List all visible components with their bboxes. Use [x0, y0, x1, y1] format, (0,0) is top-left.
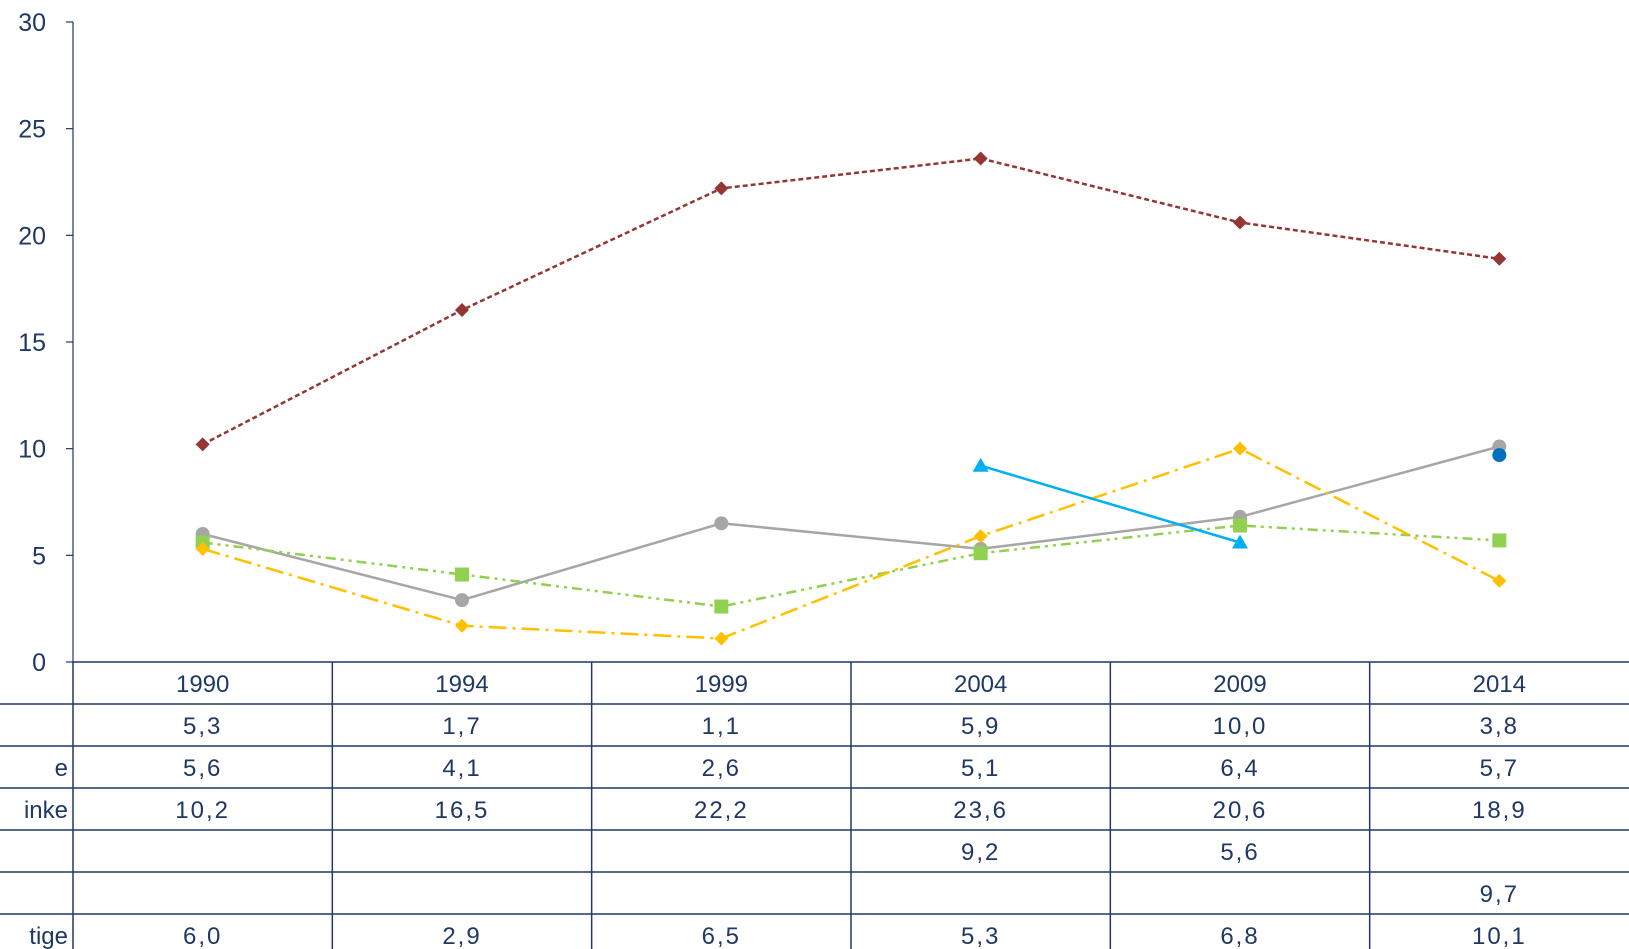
x-category-label: 1999 [695, 671, 748, 698]
y-tick-label: 15 [18, 329, 46, 357]
data-point-marker [714, 631, 729, 646]
y-tick-label: 10 [18, 436, 46, 464]
y-tick-label: 0 [32, 649, 46, 677]
y-tick-label: 30 [18, 9, 46, 37]
series-group [972, 457, 1248, 549]
table-cell: 6,8 [1220, 923, 1259, 949]
data-point-marker [714, 181, 729, 196]
data-point-marker [1233, 441, 1247, 456]
x-category-label: 2009 [1213, 671, 1266, 698]
data-point-marker [1233, 215, 1247, 230]
series-group [195, 151, 1507, 452]
series-group [195, 518, 1507, 614]
table-cell: 3,8 [1480, 713, 1519, 740]
data-point-marker [1492, 533, 1507, 548]
table-cell: 1,7 [442, 713, 481, 740]
data-point-marker [455, 303, 469, 317]
x-category-label: 2004 [954, 671, 1007, 698]
data-point-marker [455, 618, 469, 633]
data-point-marker [973, 529, 988, 544]
series-line [202, 445, 1500, 602]
data-point-marker [973, 151, 988, 166]
table-cell: 10,2 [175, 797, 230, 824]
x-category-label: 2014 [1473, 671, 1526, 698]
table-cell: 6,4 [1220, 755, 1259, 782]
table-cell: 18,9 [1472, 797, 1527, 824]
table-cell: 9,2 [961, 839, 1000, 866]
table-cell: 9,7 [1480, 881, 1519, 908]
data-point-marker [455, 593, 469, 608]
x-category-label: 1990 [176, 671, 229, 698]
series-line [202, 524, 1500, 608]
series-line [202, 447, 1500, 640]
table-cell: 16,5 [435, 797, 490, 824]
data-point-marker [714, 599, 729, 614]
series-group [195, 441, 1507, 646]
data-point-marker [973, 546, 988, 561]
table-row-label: tige [29, 923, 68, 949]
series-group [195, 439, 1507, 608]
series-line [980, 464, 1241, 544]
data-point-marker [714, 516, 729, 531]
data-point-marker [195, 437, 210, 452]
table-row-label: e [55, 755, 68, 782]
data-point-marker [1492, 251, 1507, 266]
data-point-marker [1492, 573, 1507, 588]
series-line [202, 157, 1500, 446]
data-table: 1990 1994 1999 2004 2009 2014 5,3 1,7 1,1 5,9 10,0… [0, 661, 1629, 949]
table-cell: 10,0 [1213, 713, 1268, 740]
table-cell: 23,6 [953, 797, 1008, 824]
table-cell: 5,9 [961, 713, 1000, 740]
data-point-marker [972, 457, 989, 472]
y-tick-label: 25 [18, 116, 46, 144]
table-cell: 4,1 [442, 755, 481, 782]
table-row-label: inke [24, 797, 68, 824]
plot-area [195, 151, 1507, 646]
table-cell: 2,9 [442, 923, 481, 949]
table-cell: 6,5 [702, 923, 741, 949]
table-cell: 22,2 [694, 797, 749, 824]
table-cell: 5,6 [183, 755, 222, 782]
table-cell: 10,1 [1472, 923, 1527, 949]
table-cell: 5,3 [183, 713, 222, 740]
series-group [1492, 448, 1507, 463]
data-point-marker [195, 541, 210, 556]
table-cell: 1,1 [702, 713, 741, 740]
data-point-marker [1232, 534, 1248, 549]
table-cell: 20,6 [1213, 797, 1268, 824]
data-point-marker [1233, 518, 1247, 533]
table-cell: 5,6 [1220, 839, 1259, 866]
data-point-marker [1492, 448, 1507, 463]
table-cell: 5,1 [961, 755, 1000, 782]
y-axis: 0 5 10 15 20 25 30 [18, 9, 74, 677]
y-tick-label: 20 [18, 222, 46, 250]
table-cell: 2,6 [702, 755, 741, 782]
data-point-marker [455, 567, 469, 582]
table-cell: 5,7 [1480, 755, 1519, 782]
table-cell: 5,3 [961, 923, 1000, 949]
x-category-label: 1994 [435, 671, 488, 698]
y-tick-label: 5 [32, 542, 46, 570]
table-cell: 6,0 [183, 923, 222, 949]
